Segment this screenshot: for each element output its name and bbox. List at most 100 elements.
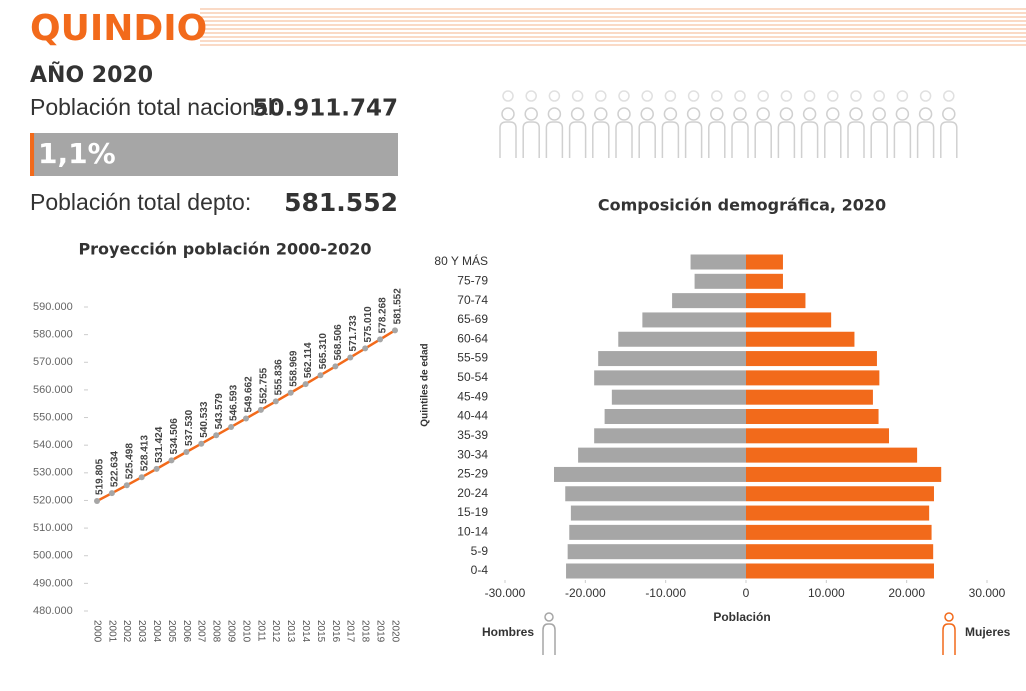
value-label: 543.579: [214, 393, 225, 430]
person-head: [525, 90, 537, 102]
bar: [746, 544, 934, 560]
bar: [746, 409, 879, 424]
pyramid-title: Composición demográfica, 2020: [598, 196, 886, 215]
person-head: [524, 107, 538, 121]
y-tick-label: 570.000: [33, 356, 73, 368]
person-head: [827, 90, 839, 102]
person-body: [754, 121, 772, 158]
national-label: Población total nacional:: [30, 94, 279, 120]
point: [272, 398, 279, 405]
y-tick-label: 560.000: [33, 384, 73, 396]
bar: [598, 351, 746, 367]
person-head: [803, 90, 816, 102]
x-tick-label: 0: [743, 586, 750, 600]
year: AÑO 2020: [30, 62, 153, 88]
point: [183, 449, 190, 456]
point: [347, 354, 354, 361]
bar: [604, 409, 746, 424]
person-body: [893, 121, 912, 158]
bar: [672, 293, 746, 309]
point: [287, 389, 294, 396]
y-tick-label: 15-19: [457, 505, 488, 519]
y-tick-label: 40-44: [457, 409, 488, 423]
y-tick-label: 0-4: [471, 563, 489, 577]
value-label: 571.733: [348, 315, 359, 352]
x-tick-label: 10.000: [808, 586, 845, 600]
bar: [567, 544, 746, 560]
point: [228, 423, 235, 430]
person-head: [686, 107, 701, 121]
y-tick-label: 5-9: [471, 544, 489, 558]
y-tick-label: 540.000: [33, 439, 73, 451]
bar: [746, 254, 783, 270]
person-head: [895, 107, 910, 121]
person-head: [756, 107, 770, 121]
x-tick-label: 2000: [91, 620, 102, 643]
person-body: [684, 121, 703, 158]
value-label: 578.268: [378, 297, 389, 334]
x-tick-label: 2008: [211, 620, 222, 643]
person-body: [824, 121, 842, 158]
bar: [746, 428, 889, 444]
share-bar-bg: [30, 133, 398, 176]
y-tick-label: 510.000: [33, 522, 73, 534]
person-body: [592, 121, 610, 158]
person-head: [711, 90, 723, 102]
bar: [578, 447, 746, 463]
value-label: 562.114: [303, 342, 314, 378]
point: [198, 440, 205, 447]
y-tick-label: 30-34: [457, 447, 488, 461]
legend-icon: [544, 612, 554, 622]
value-label: 552.755: [259, 367, 270, 404]
y-tick-label: 65-69: [457, 312, 488, 326]
value-label: 525.498: [124, 443, 135, 480]
person-head: [733, 107, 747, 121]
person-body: [940, 121, 958, 158]
person-body: [708, 121, 726, 158]
person-body: [638, 121, 656, 158]
person-head: [502, 90, 514, 102]
point: [213, 432, 220, 439]
person-head: [710, 107, 724, 121]
y-tick-label: 590.000: [33, 301, 73, 313]
dept-value: 581.552: [284, 188, 398, 217]
value-label: 581.552: [393, 288, 404, 325]
decoration: [200, 8, 1026, 158]
person-head: [570, 107, 585, 121]
value-label: 528.413: [139, 435, 150, 472]
person-head: [594, 107, 608, 121]
bar: [746, 563, 934, 579]
person-head: [757, 90, 769, 102]
x-tick-label: 2002: [121, 620, 132, 643]
y-tick-label: 80 Y MÁS: [434, 253, 488, 268]
share-label: 1,1%: [38, 137, 116, 170]
person-body: [800, 121, 819, 158]
bar: [565, 486, 746, 502]
person-body: [777, 121, 796, 158]
x-tick-label: -10.000: [645, 586, 686, 600]
value-label: 568.506: [333, 324, 344, 361]
point: [317, 372, 324, 379]
x-tick-label: 2014: [300, 620, 311, 643]
bar: [694, 273, 746, 289]
y-tick-label: 500.000: [33, 550, 73, 562]
person-head: [663, 107, 678, 121]
point: [257, 406, 264, 413]
value-label: 549.662: [244, 376, 255, 413]
y-tick-label: 490.000: [33, 577, 73, 589]
person-head: [896, 90, 909, 102]
legend-label: Hombres: [482, 625, 534, 639]
legend-icon: [542, 623, 556, 655]
bar: [566, 563, 746, 579]
point: [153, 465, 160, 472]
bar: [746, 505, 930, 521]
person-head: [918, 107, 933, 121]
person-head: [943, 90, 955, 102]
x-tick-label: 2019: [374, 620, 385, 643]
x-tick-label: 2001: [106, 620, 117, 643]
point: [243, 415, 249, 422]
person-head: [501, 107, 515, 121]
bar: [746, 331, 855, 347]
person-head: [571, 90, 584, 102]
